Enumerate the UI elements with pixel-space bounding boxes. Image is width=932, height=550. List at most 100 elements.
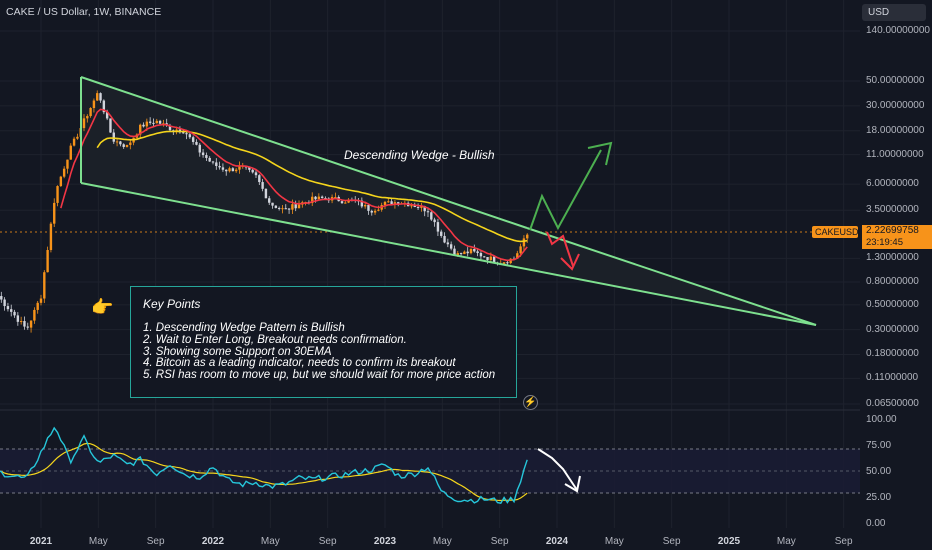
candle-body <box>231 168 235 172</box>
candle-body <box>430 212 433 220</box>
wedge-lower-line[interactable] <box>80 182 817 326</box>
candle-body <box>248 167 251 170</box>
candle-body <box>205 155 208 158</box>
candle-body <box>96 93 99 101</box>
bearish-path-arrow[interactable] <box>546 231 574 267</box>
candle-body <box>3 299 6 307</box>
price-tick-label: 6.00000000 <box>866 178 919 190</box>
candle-body <box>433 219 436 223</box>
lightning-icon[interactable]: ⚡ <box>523 395 538 410</box>
price-tick-label: 3.50000000 <box>866 204 919 216</box>
candle-body <box>413 205 416 208</box>
candle-body <box>264 188 268 199</box>
last-price-tag: 2.22699758 23:19:45 <box>862 225 932 249</box>
candle-body <box>334 196 337 198</box>
wedge-label[interactable]: Descending Wedge - Bullish <box>344 148 495 162</box>
candle-body <box>397 202 400 205</box>
candle-body <box>175 129 178 131</box>
candle-body <box>168 125 172 131</box>
candle-body <box>456 253 459 256</box>
candle-body <box>46 249 49 273</box>
price-tick-label: 50.00000000 <box>866 75 925 87</box>
time-tick-label: Sep <box>490 536 509 547</box>
candle-body <box>251 169 254 173</box>
candle-body <box>105 112 109 119</box>
time-tick-label: 2023 <box>373 536 397 547</box>
candle-body <box>102 100 106 113</box>
candle-body <box>492 256 496 263</box>
price-tick-label: 0.06500000 <box>866 398 919 409</box>
wedge-upper-line[interactable] <box>80 76 528 229</box>
candle-body <box>99 93 102 101</box>
candle-body <box>473 249 476 252</box>
candle-body <box>43 272 46 299</box>
candle-body <box>185 133 188 135</box>
candle-body <box>201 152 205 156</box>
bar-countdown: 23:19:45 <box>866 237 903 248</box>
rsi-tick-label: 100.00 <box>866 414 897 425</box>
candle-body <box>211 161 215 163</box>
candle-body <box>23 321 26 327</box>
candle-body <box>486 257 489 260</box>
candle-body <box>387 201 390 203</box>
candle-body <box>191 137 195 142</box>
bullish-path-arrow[interactable] <box>529 149 602 231</box>
candle-body <box>446 242 450 245</box>
time-tick-label: May <box>604 536 624 547</box>
candle-body <box>258 175 261 183</box>
candle-body <box>459 253 463 255</box>
candle-body <box>274 205 278 208</box>
rsi-ma-line <box>0 442 528 502</box>
candle-body <box>119 141 122 145</box>
candle-body <box>516 253 519 259</box>
candle-body <box>466 251 469 254</box>
candle-body <box>294 204 297 209</box>
candle-body <box>324 197 327 199</box>
rsi-tick-label: 50.00 <box>866 466 892 477</box>
candle-body <box>86 116 89 119</box>
note-item: 1. Descending Wedge Pattern is Bullish <box>143 322 345 334</box>
time-tick-label: Sep <box>834 536 853 547</box>
candle-body <box>377 209 380 211</box>
candle-body <box>423 206 426 212</box>
candle-body <box>221 167 225 170</box>
key-points-note[interactable]: Key Points 1. Descending Wedge Pattern i… <box>130 286 517 398</box>
ema-fast-line <box>60 108 528 262</box>
wedge-area <box>81 77 816 325</box>
candle-body <box>420 206 423 208</box>
candle-body <box>10 309 13 312</box>
price-tick-label: 1.30000000 <box>866 252 919 264</box>
candle-body <box>502 262 506 264</box>
candle-body <box>284 208 287 210</box>
candle-body <box>476 251 479 254</box>
candle-body <box>416 207 420 209</box>
candle-body <box>489 256 493 260</box>
candle-body <box>483 256 486 258</box>
candle-body <box>125 144 129 147</box>
candle-body <box>410 205 413 207</box>
candle-body <box>162 123 165 125</box>
candle-body <box>69 145 72 160</box>
symbol-title[interactable]: CAKE / US Dollar, 1W, BINANCE <box>6 6 162 18</box>
time-tick-label: May <box>776 536 796 547</box>
candle-body <box>509 258 512 264</box>
price-tick-label: 11.00000000 <box>866 148 924 160</box>
candle-body <box>26 326 29 328</box>
candle-body <box>122 144 125 147</box>
candle-body <box>238 166 241 170</box>
candle-body <box>182 132 185 134</box>
candle-body <box>440 231 443 236</box>
candle-body <box>522 238 526 247</box>
currency-button[interactable]: USD <box>862 4 926 21</box>
candle-body <box>89 108 92 117</box>
price-tick-label: 18.00000000 <box>866 124 925 136</box>
candle-body <box>62 168 66 177</box>
candle-body <box>367 204 370 211</box>
time-tick-label: May <box>88 536 108 547</box>
candle-body <box>390 201 393 205</box>
candle-body <box>261 182 264 189</box>
rsi-projection-arrow[interactable] <box>537 448 578 491</box>
candle-body <box>145 121 149 127</box>
candle-body <box>0 296 3 300</box>
